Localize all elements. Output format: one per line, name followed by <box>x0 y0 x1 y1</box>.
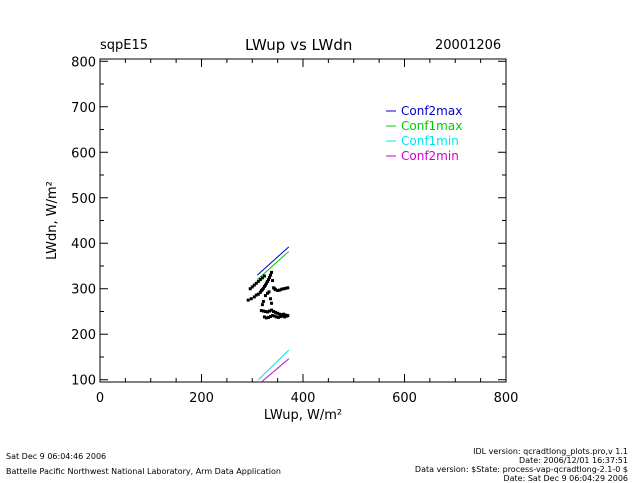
data-point <box>268 275 272 279</box>
y-tick-label-6: 700 <box>71 101 96 116</box>
data-point <box>254 281 258 285</box>
x-tick-label-1: 200 <box>189 391 214 406</box>
y-axis-label: LWdn, W/m² <box>45 181 60 260</box>
data-point <box>286 286 290 290</box>
footer-data-version: Data version: $State: process-vap-qcradt… <box>414 465 628 474</box>
y-tick-label-0: 100 <box>71 374 96 389</box>
y-tick-label-2: 300 <box>71 283 96 298</box>
legend-label-conf2max: Conf2max <box>401 104 462 118</box>
y-tick-label-1: 200 <box>71 328 96 343</box>
y-tick-label-3: 400 <box>71 237 96 252</box>
data-point <box>278 312 282 316</box>
data-point <box>261 286 265 290</box>
data-point <box>252 295 256 299</box>
legend-label-conf1min: Conf1min <box>401 134 459 148</box>
data-point <box>260 303 264 307</box>
x-tick-label-0: 0 <box>96 391 104 406</box>
data-point <box>258 290 262 294</box>
data-point <box>271 314 275 318</box>
data-point <box>263 283 267 287</box>
x-tick-label-2: 400 <box>291 391 316 406</box>
data-point <box>264 316 268 320</box>
data-point <box>270 270 274 274</box>
data-point <box>270 301 274 305</box>
data-point <box>248 287 252 291</box>
data-point <box>262 315 266 319</box>
legend-label-conf1max: Conf1max <box>401 119 462 133</box>
y-tick-label-7: 800 <box>71 55 96 70</box>
data-point <box>276 311 280 315</box>
footer-institution: Battelle Pacific Northwest National Labo… <box>6 467 281 476</box>
data-point <box>246 298 250 302</box>
data-point <box>256 292 260 296</box>
data-point <box>254 293 258 297</box>
data-point <box>266 315 270 319</box>
data-point <box>270 308 274 312</box>
data-point <box>284 286 288 290</box>
data-point <box>258 278 262 282</box>
data-point <box>260 276 264 280</box>
x-tick-label-3: 600 <box>392 391 417 406</box>
footer-idl-date: Date: 2006/12/01 16:37:51 <box>519 456 628 465</box>
data-point <box>277 315 281 319</box>
data-point <box>269 297 273 301</box>
date-label: 20001206 <box>435 38 502 53</box>
scatter-points <box>246 270 290 320</box>
data-point <box>265 291 269 295</box>
axis-labels: LWup, W/m² LWdn, W/m² <box>45 181 342 423</box>
data-point <box>259 309 263 313</box>
footer-timestamp: Sat Dec 9 06:04:46 2006 <box>6 452 107 461</box>
data-point <box>278 288 282 292</box>
data-point <box>279 314 283 318</box>
data-point <box>269 314 273 318</box>
data-point <box>276 289 280 293</box>
y-tick-label-5: 600 <box>71 146 96 161</box>
data-point <box>282 287 286 291</box>
data-point <box>269 273 273 277</box>
x-tick-label-4: 800 <box>494 391 519 406</box>
data-point <box>267 290 271 294</box>
data-point <box>268 309 272 313</box>
series-line-conf2max <box>256 246 290 276</box>
data-point <box>275 315 279 319</box>
data-point <box>256 279 260 283</box>
data-point <box>265 310 269 314</box>
series-line-conf1max <box>256 251 290 281</box>
data-point <box>264 281 268 285</box>
data-point <box>250 285 254 289</box>
data-point <box>252 283 256 287</box>
data-point <box>263 294 267 298</box>
data-point <box>262 274 266 278</box>
data-point <box>280 287 284 291</box>
data-point <box>271 279 275 283</box>
data-point <box>272 309 276 313</box>
axis-ticks: 0 200 400 600 800 100 200 300 400 500 600 700 800 <box>71 55 518 406</box>
series-lines <box>256 246 290 383</box>
data-point <box>282 312 286 316</box>
data-point <box>274 288 278 292</box>
legend-label-conf2min: Conf2min <box>401 149 459 163</box>
data-point <box>266 278 270 282</box>
data-point <box>283 315 287 319</box>
data-point <box>274 310 278 314</box>
data-point <box>281 314 285 318</box>
series-line-conf2min <box>261 358 290 383</box>
series-line-conf1min <box>257 349 290 381</box>
data-point <box>285 314 289 318</box>
data-point <box>265 279 269 283</box>
data-point <box>263 309 267 313</box>
x-axis-label: LWup, W/m² <box>264 408 342 423</box>
data-point <box>261 309 265 313</box>
y-tick-label-4: 500 <box>71 192 96 207</box>
footer-idl-version: IDL version: qcradtlong_plots.pro,v 1.1 <box>473 447 628 456</box>
chart-title: LWup vs LWdn <box>245 36 353 54</box>
data-point <box>261 299 265 303</box>
footer-data-date: Date: Sat Dec 9 06:04:29 2006 <box>503 474 628 483</box>
data-point <box>273 314 277 318</box>
data-point <box>249 297 253 301</box>
site-label: sqpE15 <box>100 38 149 53</box>
